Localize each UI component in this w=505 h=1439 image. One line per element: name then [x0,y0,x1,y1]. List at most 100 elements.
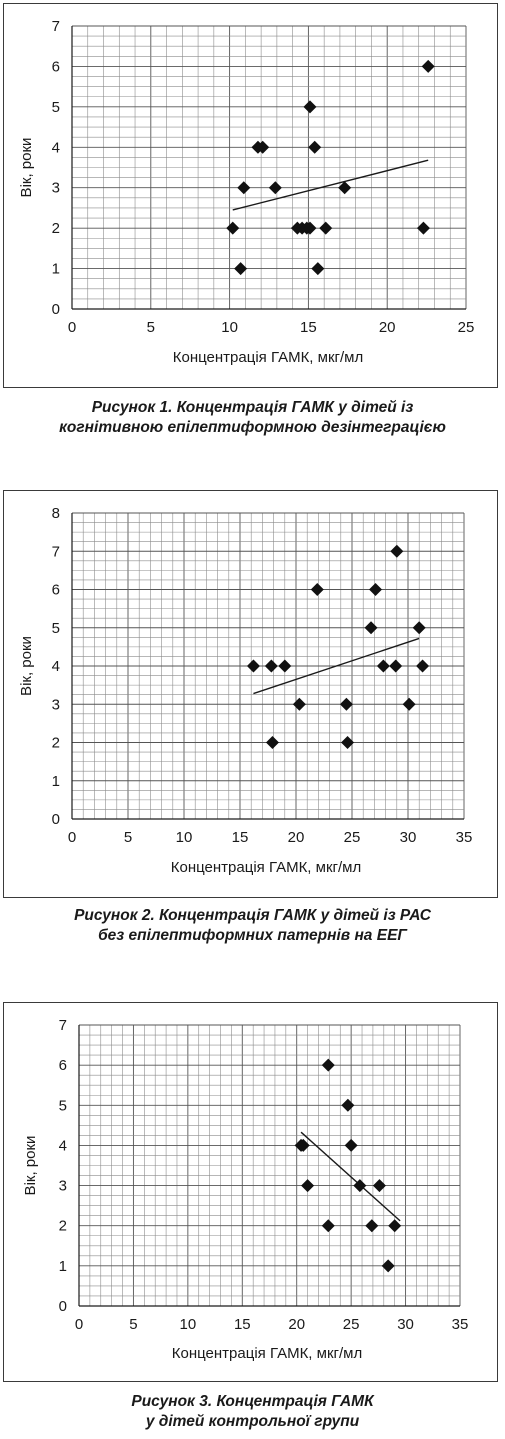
data-point [338,181,352,195]
y-tick-label: 3 [59,1178,67,1195]
chart-1-caption-line-2: когнітивною епілептиформною дезінтеграці… [59,419,446,436]
data-point [310,583,324,596]
y-tick-label: 7 [59,1017,67,1034]
y-tick-label: 8 [52,505,60,522]
data-point [321,1058,335,1072]
x-tick-label: 5 [129,1316,137,1333]
data-point [226,221,240,235]
data-point [381,1259,395,1273]
trendline [253,637,420,695]
chart-1: 0 5 10 15 20 25 0 1 2 3 4 5 6 7 Концентрація ГАМК, мкг… [18,18,475,366]
data-point [372,1179,386,1193]
data-point [237,181,251,195]
x-tick-label: 10 [176,829,193,846]
data-point [339,697,353,711]
y-tick-label: 3 [52,180,60,197]
data-point [234,262,248,276]
y-tick-label: 7 [52,18,60,35]
data-point [364,621,378,635]
x-tick-label: 5 [124,829,132,846]
data-point [389,659,403,673]
data-point [303,221,317,235]
x-tick-label: 5 [147,319,155,336]
chart-2-frame: 0 5 10 15 20 25 30 35 0 1 2 3 4 5 6 7 8 Концентрація ГАМК… [3,490,498,898]
data-point [344,1138,358,1152]
data-point [303,100,317,114]
data-point [388,1219,402,1233]
chart-3: 0 5 10 15 20 25 30 35 0 1 2 3 4 5 6 7 Концентрація ГАМК,… [22,1017,469,1362]
data-point [301,1179,315,1193]
x-tick-label: 35 [452,1316,469,1333]
y-tick-label: 5 [59,1097,67,1114]
y-tick-label: 2 [52,220,60,237]
y-axis-title: Вік, роки [22,1136,39,1196]
chart-2-caption-line-1: Рисунок 2. Концентрація ГАМК у дітей із … [74,907,431,924]
data-point [376,659,390,673]
chart-1-caption-line-1: Рисунок 1. Концентрація ГАМК у дітей із [91,399,414,416]
data-point [416,221,430,235]
y-tick-label: 5 [52,99,60,116]
chart-2-caption-line-2: без епілептиформних патернів на ЕЕГ [98,927,407,944]
y-tick-label: 0 [52,301,60,318]
y-tick-label: 1 [52,773,60,790]
y-tick-label: 7 [52,543,60,560]
data-point [246,659,260,673]
data-point [292,697,306,711]
data-point [390,544,404,558]
data-point [268,181,282,195]
y-axis-title: Вік, роки [18,138,35,198]
data-point [341,1098,355,1112]
y-tick-label: 6 [52,58,60,75]
chart-3-caption-line-1: Рисунок 3. Концентрація ГАМК [131,1393,374,1410]
data-point [308,140,322,154]
x-tick-label: 30 [400,829,417,846]
data-point [311,262,325,276]
grid [71,512,465,820]
data-point [416,659,430,673]
data-point [265,736,279,749]
y-tick-label: 6 [59,1057,67,1074]
x-tick-label: 20 [288,829,305,846]
x-tick-label: 0 [75,1316,83,1333]
data-point [421,59,435,73]
x-axis-title: Концентрація ГАМК, мкг/мл [171,859,361,876]
chart-2-caption: Рисунок 2. Концентрація ГАМК у дітей із … [0,906,505,946]
x-axis-title: Концентрація ГАМК, мкг/мл [173,349,363,366]
y-tick-label: 2 [52,735,60,752]
chart-1-caption: Рисунок 1. Концентрація ГАМК у дітей із … [0,398,505,438]
y-tick-label: 4 [59,1137,67,1154]
x-tick-label: 20 [379,319,396,336]
y-tick-label: 1 [52,261,60,278]
y-tick-label: 4 [52,658,60,675]
grid [78,1024,461,1307]
x-tick-label: 10 [221,319,238,336]
x-tick-label: 25 [343,1316,360,1333]
x-tick-label: 15 [232,829,249,846]
y-axis-title: Вік, роки [18,636,35,696]
trendline [300,1131,401,1222]
y-tick-label: 6 [52,582,60,599]
data-point [412,621,426,635]
data-point [353,1179,367,1193]
chart-3-caption-line-2: у дітей контрольної групи [145,1413,360,1430]
y-tick-label: 3 [52,696,60,713]
x-tick-label: 0 [68,829,76,846]
data-point [319,221,333,235]
data-point [365,1219,379,1233]
x-tick-label: 10 [180,1316,197,1333]
x-tick-label: 25 [344,829,361,846]
y-tick-label: 5 [52,620,60,637]
trendline [232,159,429,211]
y-tick-label: 0 [59,1298,67,1315]
data-point [369,583,383,596]
x-tick-label: 15 [300,319,317,336]
x-tick-label: 25 [458,319,475,336]
data-point [264,659,278,673]
data-point [341,736,355,749]
chart-1-frame: 0 5 10 15 20 25 0 1 2 3 4 5 6 7 Концентрація ГАМК, мкг… [3,3,498,388]
y-tick-label: 1 [59,1258,67,1275]
chart-2: 0 5 10 15 20 25 30 35 0 1 2 3 4 5 6 7 8 Концентрація ГАМК… [18,505,472,876]
x-tick-label: 30 [397,1316,414,1333]
x-axis-title: Концентрація ГАМК, мкг/мл [172,1345,362,1362]
y-tick-label: 4 [52,139,60,156]
